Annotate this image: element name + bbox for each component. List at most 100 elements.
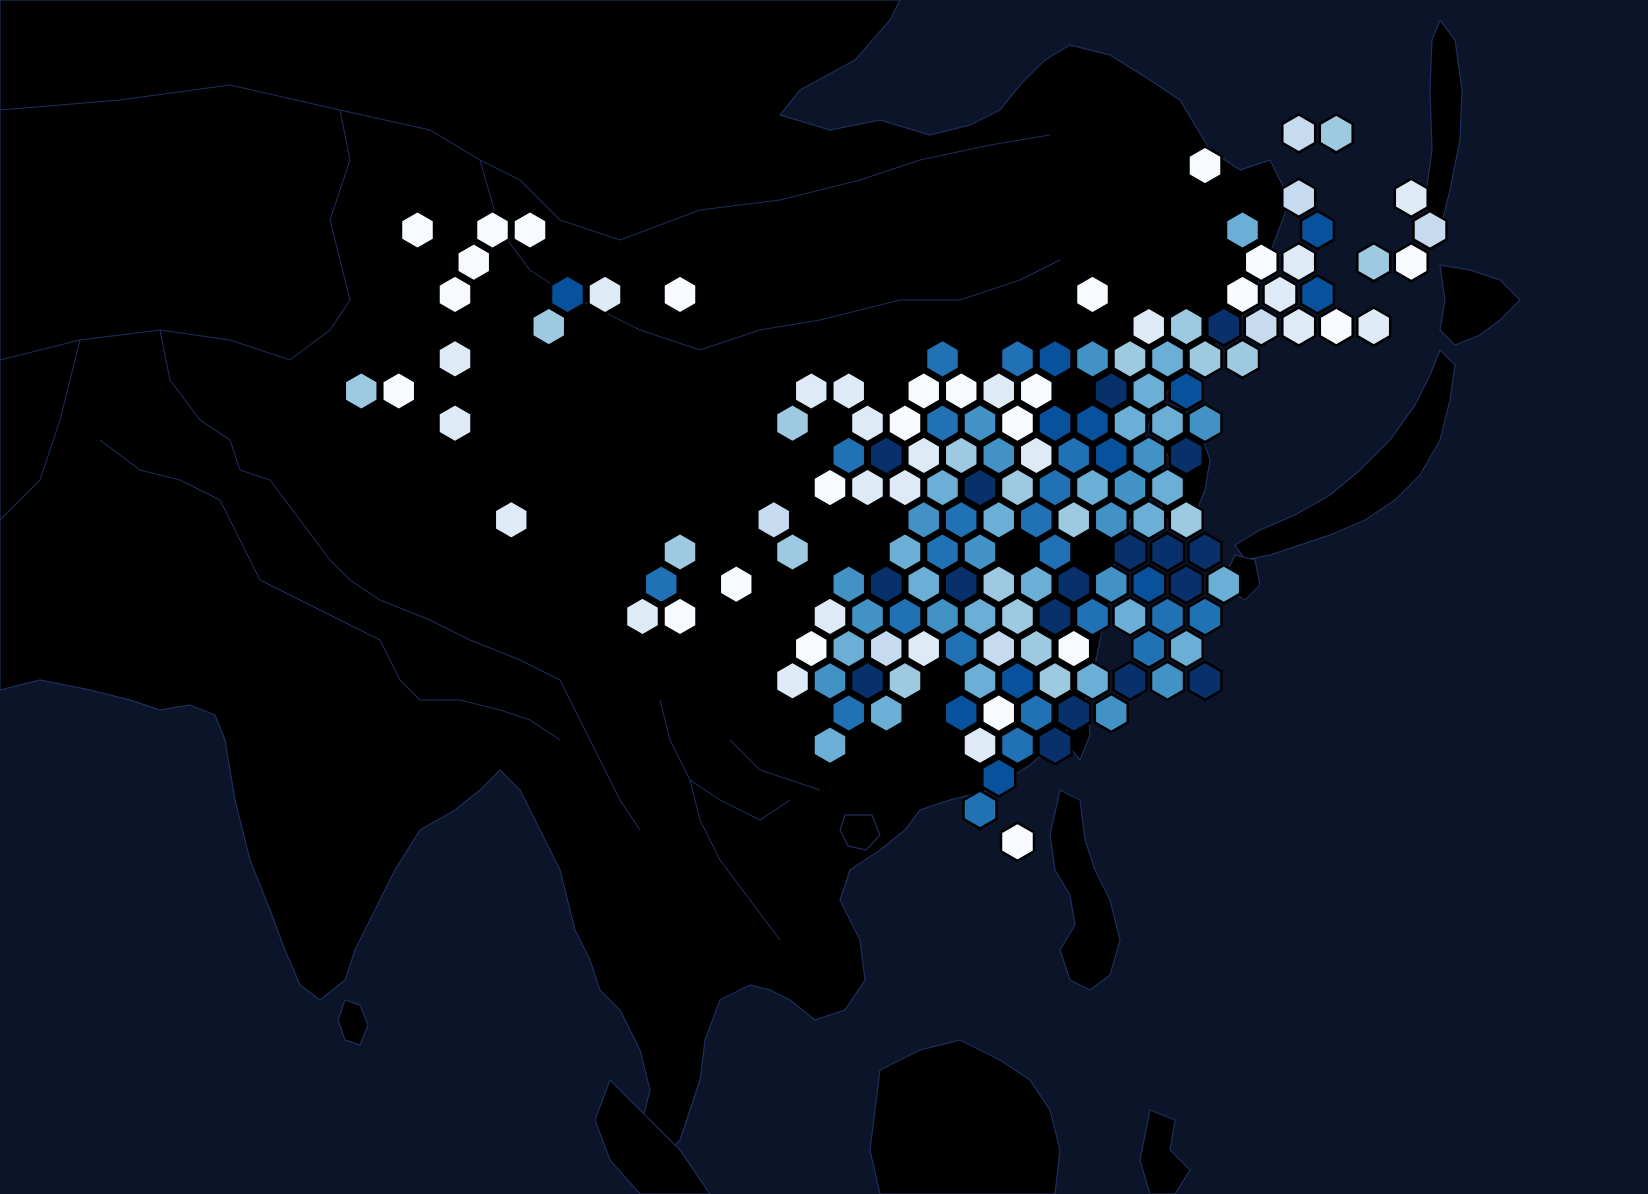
hex-bin[interactable]: [1093, 692, 1129, 734]
hex-bin[interactable]: [774, 402, 811, 444]
hex-bin[interactable]: [1224, 273, 1261, 315]
hex-bin[interactable]: [1224, 209, 1261, 251]
hex-bin[interactable]: [1131, 628, 1167, 670]
hex-bin[interactable]: [1037, 531, 1073, 573]
hex-bin[interactable]: [662, 273, 698, 315]
hex-bin[interactable]: [812, 724, 848, 766]
hex-bin[interactable]: [831, 370, 867, 412]
hex-bin[interactable]: [437, 402, 473, 444]
hex-bin[interactable]: [1056, 499, 1092, 541]
hex-bin[interactable]: [1206, 306, 1242, 348]
hex-bin[interactable]: [437, 338, 473, 380]
hex-bin[interactable]: [999, 660, 1036, 702]
hex-bin[interactable]: [1299, 209, 1336, 251]
hex-bin[interactable]: [1412, 209, 1448, 251]
hex-bin[interactable]: [887, 595, 923, 637]
hex-bin[interactable]: [1281, 112, 1317, 154]
hex-bin[interactable]: [643, 563, 679, 605]
hex-bin[interactable]: [981, 434, 1017, 476]
hex-bin[interactable]: [1037, 338, 1073, 380]
hex-bin[interactable]: [868, 434, 904, 476]
hex-bin[interactable]: [549, 273, 586, 315]
hex-bin[interactable]: [774, 660, 811, 702]
hex-bin[interactable]: [1074, 595, 1111, 637]
hex-bin[interactable]: [943, 563, 979, 605]
hex-bin[interactable]: [887, 402, 923, 444]
hex-bin[interactable]: [1243, 306, 1279, 348]
hex-bin[interactable]: [1224, 338, 1261, 380]
hex-bin[interactable]: [1018, 370, 1054, 412]
hex-bin[interactable]: [1018, 499, 1054, 541]
hex-bin[interactable]: [849, 595, 886, 637]
hex-bin[interactable]: [999, 467, 1036, 509]
hex-bin[interactable]: [868, 692, 904, 734]
hex-bin[interactable]: [1187, 660, 1223, 702]
hex-bin[interactable]: [1356, 241, 1392, 283]
hex-bin[interactable]: [868, 563, 904, 605]
hex-bin[interactable]: [1149, 338, 1186, 380]
hex-bin[interactable]: [1112, 402, 1148, 444]
hex-bin[interactable]: [493, 499, 529, 541]
hex-bin[interactable]: [793, 628, 829, 670]
hex-bin[interactable]: [437, 273, 473, 315]
hex-bin[interactable]: [1149, 467, 1186, 509]
hex-bin[interactable]: [981, 756, 1017, 798]
hex-bin[interactable]: [587, 273, 623, 315]
hex-bin[interactable]: [887, 531, 923, 573]
hex-bin[interactable]: [1056, 692, 1092, 734]
hex-bin[interactable]: [474, 209, 511, 251]
hex-bin[interactable]: [381, 370, 417, 412]
hex-bin[interactable]: [981, 628, 1017, 670]
hex-bin[interactable]: [924, 338, 961, 380]
hex-bin[interactable]: [999, 338, 1036, 380]
hex-bin[interactable]: [1112, 660, 1148, 702]
hex-bin[interactable]: [943, 370, 979, 412]
hex-bin[interactable]: [1149, 531, 1186, 573]
hex-bin[interactable]: [924, 595, 961, 637]
hex-bin[interactable]: [1018, 692, 1054, 734]
hex-bin[interactable]: [962, 402, 998, 444]
hex-bin[interactable]: [849, 467, 886, 509]
hex-bin[interactable]: [1187, 145, 1223, 187]
hex-bin[interactable]: [662, 531, 698, 573]
hex-bin[interactable]: [1131, 306, 1167, 348]
hex-bin[interactable]: [1356, 306, 1392, 348]
hex-bin[interactable]: [1018, 563, 1054, 605]
hex-bin[interactable]: [1393, 241, 1429, 283]
hex-bin[interactable]: [868, 628, 904, 670]
hex-bin[interactable]: [1206, 563, 1242, 605]
hex-bin[interactable]: [981, 692, 1017, 734]
hex-bin[interactable]: [1168, 563, 1204, 605]
hex-bin[interactable]: [1187, 402, 1223, 444]
hex-bin[interactable]: [456, 241, 492, 283]
hex-bin[interactable]: [887, 467, 923, 509]
hex-bin[interactable]: [1112, 467, 1148, 509]
hex-bin[interactable]: [962, 467, 998, 509]
hex-bin[interactable]: [1037, 467, 1073, 509]
hex-bin[interactable]: [1318, 306, 1354, 348]
hex-bin[interactable]: [1093, 563, 1129, 605]
hex-bin[interactable]: [1037, 402, 1073, 444]
hex-bin[interactable]: [1187, 595, 1223, 637]
hex-bin[interactable]: [1131, 499, 1167, 541]
hex-bin[interactable]: [1168, 370, 1204, 412]
hex-bin[interactable]: [1093, 499, 1129, 541]
hex-bin[interactable]: [999, 402, 1036, 444]
hex-bin[interactable]: [943, 692, 979, 734]
hex-bin[interactable]: [981, 499, 1017, 541]
hex-bin[interactable]: [906, 370, 942, 412]
hex-bin[interactable]: [1131, 370, 1167, 412]
hex-bin[interactable]: [1149, 402, 1186, 444]
hex-bin[interactable]: [1149, 660, 1186, 702]
hex-bin[interactable]: [793, 370, 829, 412]
hex-bin[interactable]: [906, 499, 942, 541]
hex-bin[interactable]: [774, 531, 811, 573]
hex-bin[interactable]: [1112, 531, 1148, 573]
hex-bin[interactable]: [1168, 306, 1204, 348]
hex-bin[interactable]: [1018, 434, 1054, 476]
hex-bin[interactable]: [1074, 273, 1111, 315]
hex-bin[interactable]: [943, 434, 979, 476]
hex-bin[interactable]: [1056, 563, 1092, 605]
